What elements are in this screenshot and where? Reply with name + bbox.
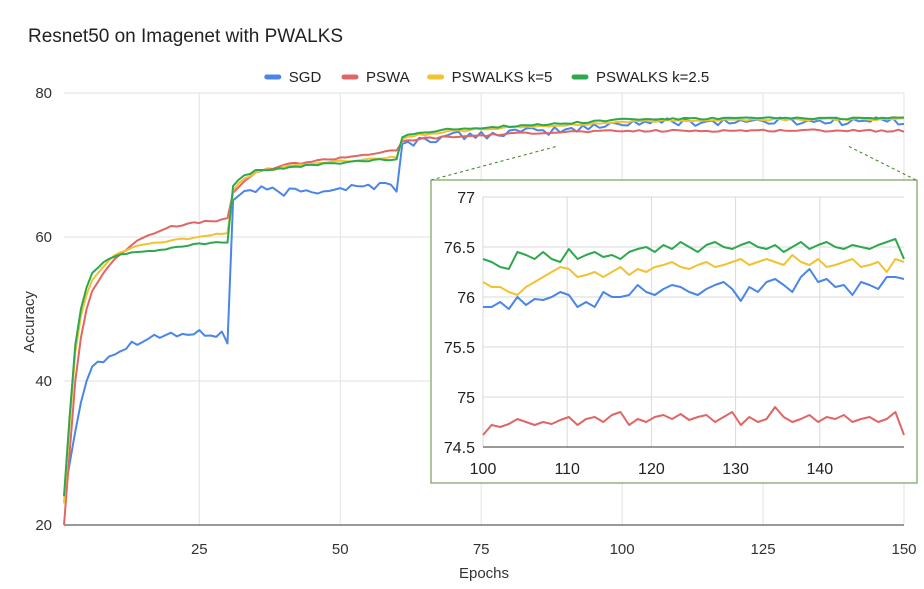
inset-y-tick-label: 74.5 (444, 440, 475, 457)
main-y-tick-label: 20 (35, 517, 52, 534)
inset-x-tick-label: 110 (554, 461, 580, 478)
inset-y-tick-label: 75 (457, 390, 475, 407)
inset-connector-right (847, 145, 917, 181)
inset-y-tick-labels: 74.5 75 75.5 76 76.5 77 (444, 190, 475, 457)
inset-y-tick-label: 75.5 (444, 340, 475, 357)
inset-connector-left (430, 145, 559, 181)
main-x-tick-label: 50 (332, 541, 349, 558)
inset-y-tick-label: 76.5 (444, 240, 475, 257)
main-x-tick-label: 150 (891, 541, 916, 558)
inset-x-tick-label: 130 (722, 461, 749, 478)
chart-title: Resnet50 on Imagenet with PWALKS (28, 26, 343, 47)
inset-y-tick-label: 76 (457, 290, 475, 307)
chart-legend: SGD PSWA PSWALKS k=5 PSWALKS k=2.5 (264, 69, 709, 86)
inset-series-line-pswalks-k-5 (482, 254, 905, 296)
legend-label-pswalks-k-2-5: PSWALKS k=2.5 (596, 69, 709, 86)
x-axis-title: Epochs (459, 565, 509, 582)
main-series-line-pswalks-k-5 (63, 117, 905, 504)
main-y-tick-label: 80 (35, 85, 52, 102)
main-x-tick-label: 25 (191, 541, 208, 558)
inset-x-tick-label: 100 (470, 461, 497, 478)
inset-panel (430, 179, 918, 484)
main-series-line-pswalks-k-2-5 (63, 116, 905, 497)
inset-series-line-sgd (483, 268, 905, 310)
inset-x-tick-label: 140 (806, 461, 833, 478)
legend-label-sgd: SGD (289, 69, 322, 86)
inset-series-group (482, 238, 905, 436)
main-y-tick-labels: 20 40 60 80 (35, 85, 52, 534)
main-x-tick-label: 100 (610, 541, 635, 558)
main-series-group (63, 116, 905, 526)
main-series-line-pswa (63, 128, 905, 526)
main-y-tick-label: 60 (35, 229, 52, 246)
y-axis-title: Accuracy (21, 291, 38, 353)
main-x-tick-label: 75 (473, 541, 490, 558)
inset-series-line-pswalks-k-2-5 (482, 238, 905, 270)
inset-x-tick-label: 120 (638, 461, 665, 478)
main-x-tick-labels: 25 50 75 100 125 150 (191, 541, 917, 558)
legend-label-pswalks-k-5: PSWALKS k=5 (452, 69, 553, 86)
inset-x-tick-labels: 100 110 120 130 140 (470, 461, 834, 478)
main-x-tick-label: 125 (751, 541, 776, 558)
inset-series-line-pswa (482, 406, 905, 436)
inset-y-tick-label: 77 (457, 190, 475, 207)
main-y-tick-label: 40 (35, 373, 52, 390)
legend-label-pswa: PSWA (366, 69, 410, 86)
